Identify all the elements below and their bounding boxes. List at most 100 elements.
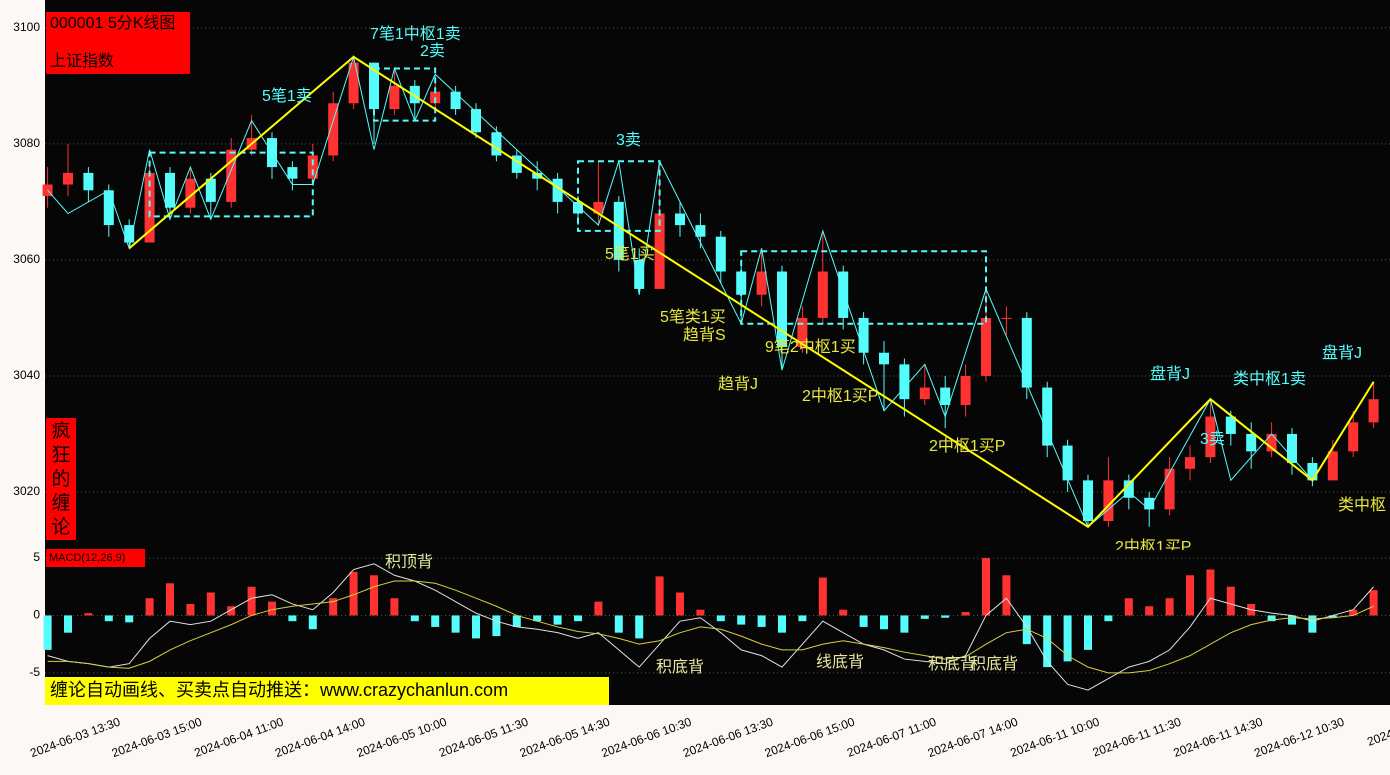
candle-body: [634, 259, 645, 289]
macd-bar: [247, 586, 256, 616]
macd-bar: [757, 615, 766, 627]
macd-bar: [880, 615, 888, 630]
macd-bar: [349, 571, 358, 616]
x-tick-label: 2024-06-11 10:00: [1008, 715, 1101, 760]
candle-body: [328, 103, 339, 156]
x-tick-label: 2024-06-06 13:30: [681, 715, 775, 761]
candle-body: [940, 387, 951, 405]
macd-bar: [84, 613, 93, 616]
candle-body: [511, 155, 522, 173]
buy-note: 5笔1买: [605, 245, 655, 263]
macd-note: 积底背: [656, 658, 704, 676]
buy-note: 趋背J: [718, 375, 758, 393]
dea-line: [47, 580, 1374, 674]
x-tick-label: 2024-06-05 10:00: [355, 715, 449, 761]
candle-body: [63, 172, 73, 185]
candle-body: [1185, 457, 1195, 469]
macd-bar: [1186, 575, 1194, 616]
macd-note: 积顶背: [385, 553, 433, 571]
macd-bar: [614, 615, 623, 633]
sell-note: 类中枢1卖: [1233, 370, 1306, 388]
candle-body: [573, 201, 583, 214]
banner-box: [45, 677, 609, 705]
candle-body: [450, 91, 461, 110]
candle-body: [369, 62, 379, 110]
y-tick-label: 3080: [13, 136, 40, 150]
candle-body: [409, 85, 420, 104]
pivot-box: [740, 250, 988, 325]
macd-bar: [1145, 606, 1154, 616]
macd-bar: [920, 615, 929, 619]
sell-note: 3卖: [1200, 430, 1225, 448]
candle-body: [165, 172, 175, 208]
candle-body: [287, 167, 298, 179]
side-char: 疯: [51, 420, 70, 442]
candle-body: [1287, 433, 1297, 463]
segment-line: [128, 55, 1375, 529]
candle-body: [1205, 416, 1216, 458]
candle-body: [83, 172, 94, 191]
macd-bar: [1267, 615, 1276, 622]
candle-body: [858, 317, 869, 353]
macd-bar: [839, 609, 848, 616]
macd-bar: [308, 615, 317, 630]
sell-note: 7笔1中枢1卖: [370, 25, 461, 43]
candle-body: [144, 172, 155, 243]
macd-label: MACD(12,26,9): [49, 552, 125, 564]
macd-bar: [961, 612, 970, 616]
candle-body: [1062, 445, 1073, 481]
candle-body: [205, 178, 216, 202]
candle-body: [1246, 433, 1257, 452]
y-tick-label: 3060: [13, 252, 40, 266]
macd-label-box: [46, 549, 145, 567]
macd-bar: [1022, 615, 1031, 645]
macd-bar: [737, 615, 746, 625]
candle-body: [1368, 399, 1379, 423]
dif-line: [47, 563, 1374, 691]
candle-body: [1225, 416, 1236, 434]
macd-bar: [982, 558, 990, 616]
macd-bar: [145, 598, 154, 616]
macd-note: 积底背: [928, 655, 976, 673]
macd-bar: [186, 603, 195, 616]
macd-bar: [818, 577, 827, 616]
x-tick-label: 2024-06-07 11:00: [845, 715, 938, 760]
candle-body: [1042, 387, 1053, 446]
macd-bar: [166, 583, 174, 616]
x-tick-label: 2024-06-11 11:30: [1091, 715, 1183, 760]
candle-body: [675, 213, 685, 226]
buy-note: 2中枢1买P: [802, 387, 878, 405]
x-tick-label: 2024-06-03 15:00: [110, 715, 204, 761]
candle-body: [1164, 468, 1175, 510]
macd-bar: [696, 609, 705, 616]
x-tick-label: 2024-06-06 15:00: [763, 715, 857, 761]
macd-bar: [635, 615, 644, 639]
x-tick-label: 2024-06-11 14:30: [1172, 715, 1265, 760]
candle-body: [879, 352, 889, 365]
candle-body: [715, 236, 726, 272]
macd-bar: [1124, 598, 1133, 616]
macd-bar: [798, 615, 807, 622]
buy-note: 2中枢1买P: [929, 437, 1005, 455]
macd-bar: [512, 615, 521, 627]
sell-note: 5笔1卖: [262, 87, 312, 105]
candle-body: [471, 109, 481, 133]
candle-body: [777, 271, 787, 347]
macd-bar: [1226, 586, 1235, 616]
candle-body: [1266, 433, 1277, 452]
y-tick-label: 3020: [13, 484, 40, 498]
candle-body: [124, 225, 135, 243]
candle-body: [185, 178, 196, 208]
buy-note: 趋背S: [683, 326, 726, 344]
macd-bar: [390, 598, 399, 616]
sell-note: 2卖: [420, 42, 445, 60]
macd-bar: [472, 615, 480, 639]
candle-body: [1144, 497, 1155, 510]
macd-bar: [553, 615, 562, 625]
x-tick-label: 2024-06-04 11:00: [192, 715, 285, 760]
x-tick-label: 2024-06-12 10:30: [1252, 715, 1346, 761]
buy-note: 5笔类1买: [660, 308, 726, 326]
candle-body: [1021, 317, 1032, 388]
